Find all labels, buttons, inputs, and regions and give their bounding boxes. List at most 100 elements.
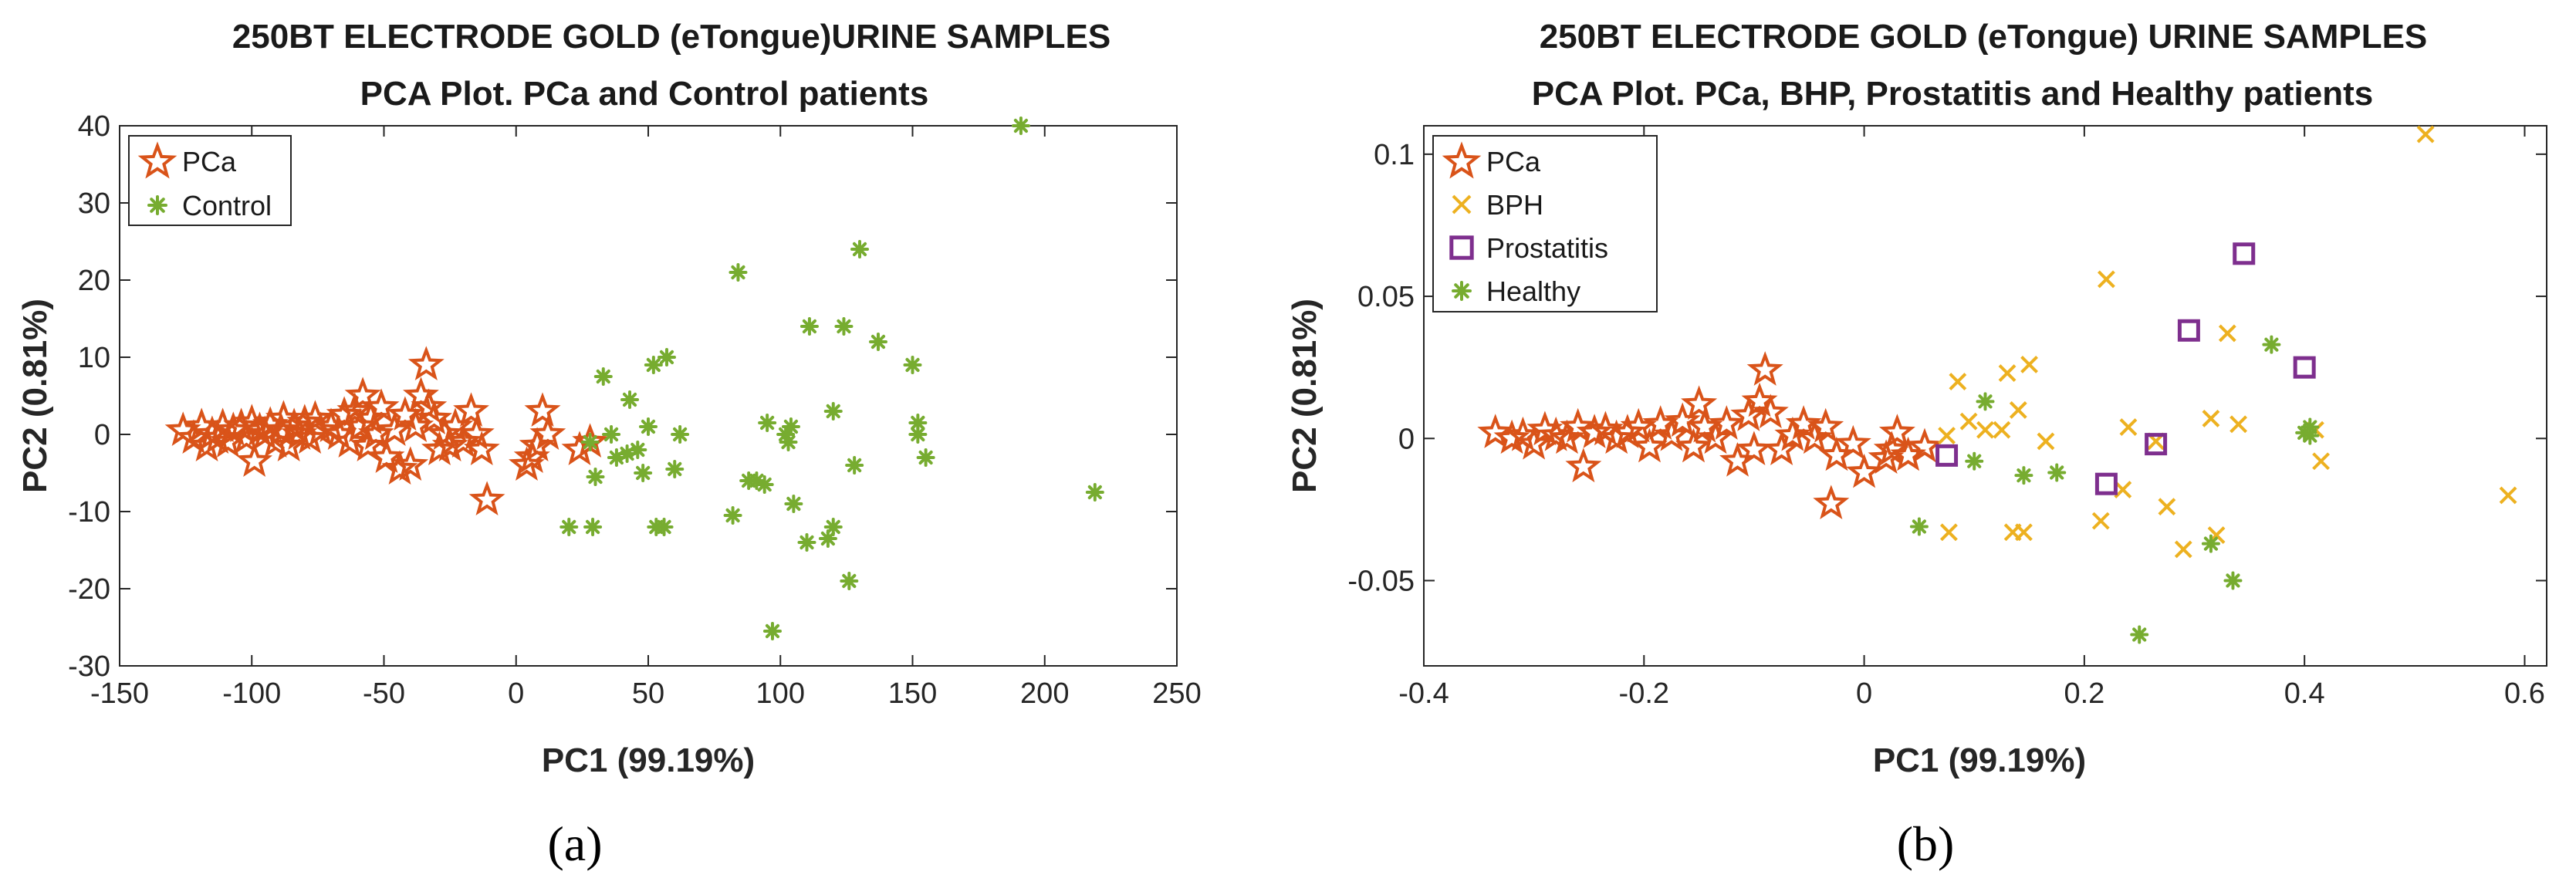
chart-b-point-pca [1785,405,1822,440]
chart-b-point-pca [1746,351,1783,386]
chart-b-point-bph [1993,421,2011,439]
chart-a-xtick-label: 250 [1152,677,1201,710]
chart-b-y-ticks: -0.05 0 0.05 0.1 [1347,139,2547,597]
chart-a-point-control [840,572,859,590]
chart-b-point-healthy [2300,426,2320,445]
chart-a-xtick-label: 100 [756,677,805,710]
chart-a-xtick-label: 200 [1020,677,1069,710]
chart-b-point-bph [1949,373,1967,390]
chart-a-x-ticks: -150 -100 -50 0 50 100 150 200 250 [90,126,1202,710]
chart-a-point-control [779,433,798,451]
chart-a-ytick-label: -20 [68,573,110,606]
chart-a-xtick-label: 0 [508,677,524,710]
chart-a-point-pca [344,377,381,412]
chart-b-ytick-label: -0.05 [1347,565,1415,597]
chart-b-legend-marker-pca [1442,141,1482,179]
chart-b-point-healthy [1965,451,1984,471]
chart-b-point-bph [2174,540,2192,559]
chart-b-point-healthy [1976,392,1995,411]
chart-a-ytick-label: -10 [68,496,110,529]
chart-a-point-control [797,533,816,552]
chart-a-point-control [823,518,843,536]
chart-b-point-prostatitis [2233,242,2256,265]
chart-a-point-control [620,390,640,409]
chart-b-point-healthy [2201,534,2220,553]
chart-b-point-bph [2312,452,2330,471]
chart-b-point-bph [2202,410,2220,427]
chart-b-point-bph [2009,401,2027,419]
chart-b-xtick-label: 0.6 [2504,677,2545,710]
chart-a-point-control [602,425,621,444]
chart-a-point-pca [468,481,505,516]
chart-b-point-pca [1565,448,1602,483]
chart-b-point-prostatitis [2293,356,2316,379]
chart-b-point-prostatitis [1935,444,1959,467]
chart-b-legend-label-prostatitis: Prostatitis [1486,232,1608,264]
chart-a-point-control [654,518,674,536]
chart-b-point-pca [1516,424,1553,460]
chart-a-point-pca [392,446,429,481]
chart-b-point-healthy [1909,517,1929,536]
chart-a-point-pca [529,415,566,451]
chart-b-points [1477,125,2517,644]
chart-b-point-healthy [2262,335,2281,354]
chart-a-point-control [800,317,819,336]
chart-b-point-bph [2416,125,2435,144]
chart-b-legend-symbol [1452,281,1472,301]
chart-b-xlabel: PC1 (99.19%) [1873,741,2086,779]
chart-a-point-control [784,495,803,513]
chart-b-point-pca [1631,427,1668,463]
chart-b-point-bph [1998,364,2017,382]
chart-a-point-pca [524,392,561,427]
chart-b-point-bph [2020,356,2038,373]
chart-b-legend-label-bph: BPH [1486,189,1543,221]
chart-a-point-control [781,417,800,436]
chart-b-point-pca [1493,419,1530,454]
chart-b-point-pca [1609,414,1646,448]
chart-a-legend-label-control: Control [182,190,272,221]
chart-a-point-control [762,622,782,640]
chart-a-point-pca [453,392,490,427]
chart-b-ytick-label: 0.1 [1374,139,1415,171]
chart-a-xtick-label: 50 [632,677,664,710]
chart-a-ytick-label: 20 [78,265,110,297]
chart-b-x-ticks: -0.4 -0.2 0 0.2 0.4 0.6 [1398,126,2545,710]
chart-b-point-pca [1681,385,1718,420]
panel-label-a: (a) [547,816,602,871]
chart-a-point-control [723,506,742,525]
chart-b-legend-symbol [1442,141,1482,179]
chart-a-points [164,117,1104,640]
chart-b-xtick-label: -0.4 [1398,677,1449,710]
chart-b-legend-symbol [1452,194,1472,214]
chart-b-title: 250BT ELECTRODE GOLD (eTongue) URINE SAM… [1540,18,2428,56]
chart-b-point-bph [2158,498,2176,516]
chart-b-legend-label-healthy: Healthy [1486,275,1580,307]
chart-b-point-pca [1697,419,1734,454]
chart-a-ytick-label: 40 [78,110,110,143]
chart-a-point-pca [463,431,500,466]
chart-a-xtick-label: -150 [90,677,149,710]
chart-a-point-pca [302,411,339,447]
chart-a-point-pca [397,407,434,443]
chart-a-xtick-label: -50 [363,677,405,710]
chart-b-point-prostatitis [2145,433,2168,456]
chart-a-point-pca [458,415,495,451]
chart-a-point-control [868,333,887,351]
chart-b-point-pca [1846,453,1883,488]
chart-b-legend: PCa BPH Prostatitis Healthy [1432,135,1658,312]
chart-b-ytick-label: 0 [1398,423,1415,455]
chart-b-subtitle: PCA Plot. PCa, BHP, Prostatitis and Heal… [1532,75,2373,113]
chart-a-point-control [729,263,748,282]
chart-a-legend-marker-control [147,195,167,215]
panel-label-b: (b) [1897,816,1955,871]
chart-a-point-control [834,317,854,336]
chart-a-point-control [823,402,843,421]
chart-a-ytick-label: 0 [94,419,110,451]
chart-b-point-pca [1736,431,1773,466]
chart-a-point-pca [336,392,374,427]
chart-b-point-healthy [2130,625,2149,644]
chart-b-point-healthy [2223,571,2243,590]
chart-b-point-bph [1938,427,1956,444]
chart-a-legend-marker-pca [137,141,177,179]
